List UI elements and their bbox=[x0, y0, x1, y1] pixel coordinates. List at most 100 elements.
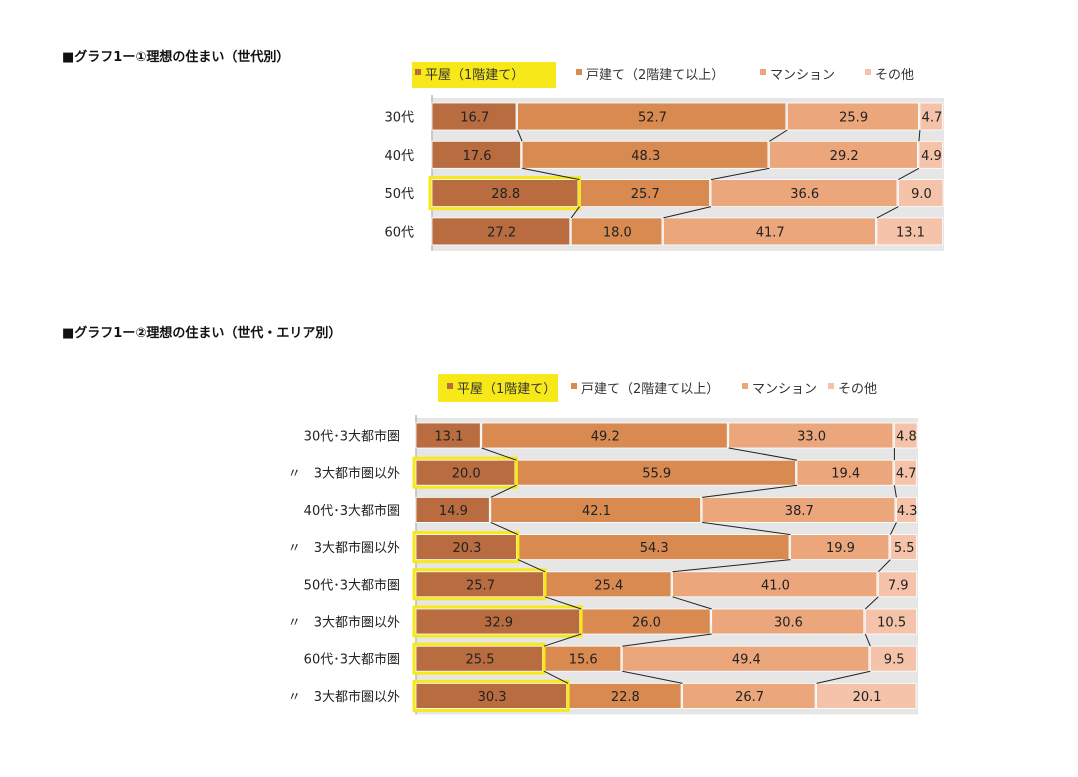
bar-segment bbox=[517, 534, 790, 560]
data-label: 55.9 bbox=[642, 467, 671, 482]
data-label: 28.8 bbox=[491, 187, 520, 202]
data-label: 4.7 bbox=[896, 467, 917, 482]
category-label: 〃 3大都市圏以外 bbox=[288, 689, 400, 705]
legend-swatch bbox=[447, 383, 453, 389]
series-line bbox=[544, 596, 582, 610]
series-line bbox=[622, 670, 683, 684]
bar-segment bbox=[415, 645, 543, 672]
highlight-box bbox=[412, 568, 547, 601]
data-label: 18.0 bbox=[603, 225, 632, 240]
legend-label: 戸建て（2階建て以上） bbox=[581, 382, 719, 397]
category-label: 40代･3大都市圏 bbox=[304, 503, 400, 519]
data-label: 20.1 bbox=[853, 690, 882, 705]
bar-segment bbox=[570, 217, 663, 246]
data-label: 25.4 bbox=[594, 578, 623, 593]
data-label: 4.3 bbox=[897, 504, 918, 519]
series-line bbox=[702, 484, 798, 498]
series-line bbox=[543, 670, 569, 684]
series-line bbox=[877, 559, 891, 573]
category-label: 30代･3大都市圏 bbox=[304, 429, 400, 445]
bar-segment bbox=[415, 422, 481, 449]
bar-segment bbox=[790, 534, 890, 560]
data-label: 10.5 bbox=[877, 616, 906, 631]
data-label: 9.5 bbox=[884, 653, 905, 668]
highlight-box bbox=[412, 642, 546, 675]
bar-segment bbox=[415, 496, 490, 523]
series-line bbox=[522, 167, 580, 181]
data-label: 5.5 bbox=[894, 541, 915, 556]
data-label: 22.8 bbox=[611, 690, 640, 705]
legend-swatch bbox=[576, 69, 582, 75]
series-line bbox=[481, 447, 517, 461]
data-label: 26.0 bbox=[632, 616, 661, 631]
series-line bbox=[893, 485, 897, 498]
highlight-box bbox=[428, 176, 581, 211]
data-label: 17.6 bbox=[463, 149, 492, 164]
bar-segment bbox=[431, 102, 517, 131]
chart2-title: ■グラフ1ー②理想の住まい（世代・エリア別） bbox=[62, 326, 342, 341]
data-label: 49.4 bbox=[732, 653, 761, 668]
category-label: 40代 bbox=[384, 149, 414, 164]
chart1-title: ■グラフ1ー①理想の住まい（世代別） bbox=[62, 50, 290, 65]
series-line bbox=[816, 670, 871, 684]
series-line bbox=[622, 633, 712, 647]
category-label: 30代 bbox=[384, 111, 414, 126]
series-line bbox=[570, 206, 580, 219]
bar-segment bbox=[481, 422, 728, 449]
series-line bbox=[672, 559, 791, 573]
bar-segment bbox=[796, 459, 894, 486]
data-label: 26.7 bbox=[735, 690, 764, 705]
bar-segment bbox=[877, 571, 917, 598]
data-label: 14.9 bbox=[439, 504, 468, 519]
legend-highlight bbox=[412, 62, 556, 88]
legend-swatch bbox=[760, 69, 766, 75]
series-line bbox=[672, 596, 712, 610]
series-line bbox=[702, 521, 791, 536]
bar-segment bbox=[816, 683, 917, 709]
series-line bbox=[898, 167, 920, 181]
series-line bbox=[918, 129, 921, 142]
bar-segment bbox=[415, 459, 516, 486]
bar-segment bbox=[711, 608, 865, 635]
series-line bbox=[889, 522, 897, 535]
data-label: 30.3 bbox=[478, 690, 507, 705]
series-line bbox=[517, 129, 523, 142]
legend-label: マンション bbox=[770, 68, 835, 83]
bar-segment bbox=[894, 459, 917, 486]
category-label: 50代 bbox=[384, 187, 414, 202]
legend-label: 平屋（1階建て） bbox=[457, 382, 556, 397]
data-label: 9.0 bbox=[911, 187, 932, 202]
series-line bbox=[728, 447, 798, 461]
data-label: 36.6 bbox=[790, 187, 819, 202]
series-line bbox=[663, 206, 712, 219]
data-label: 13.1 bbox=[896, 225, 925, 240]
bar-segment bbox=[543, 645, 622, 672]
bar-segment bbox=[728, 422, 894, 449]
bar-segment bbox=[415, 683, 568, 709]
data-label: 4.7 bbox=[922, 111, 943, 126]
legend-swatch bbox=[865, 69, 871, 75]
bar-segment bbox=[490, 496, 702, 523]
data-label: 25.5 bbox=[466, 653, 495, 668]
data-label: 33.0 bbox=[797, 430, 826, 445]
bar-segment bbox=[672, 571, 878, 598]
data-label: 27.2 bbox=[487, 225, 516, 240]
series-line bbox=[864, 596, 879, 610]
data-label: 42.1 bbox=[582, 504, 611, 519]
data-label: 4.8 bbox=[896, 430, 917, 445]
data-label: 25.7 bbox=[631, 187, 660, 202]
legend-label: マンション bbox=[752, 382, 817, 397]
legend-swatch bbox=[828, 383, 834, 389]
bar-segment bbox=[918, 140, 943, 169]
bar-segment bbox=[889, 534, 917, 560]
series-line bbox=[490, 521, 519, 536]
category-label: 60代･3大都市圏 bbox=[304, 652, 400, 668]
series-line bbox=[543, 633, 582, 647]
data-label: 30.6 bbox=[774, 616, 803, 631]
bar-segment bbox=[869, 645, 917, 672]
data-label: 25.9 bbox=[839, 111, 868, 126]
bar-segment bbox=[786, 102, 919, 131]
bar-segment bbox=[544, 571, 672, 598]
bar-segment bbox=[431, 217, 571, 246]
